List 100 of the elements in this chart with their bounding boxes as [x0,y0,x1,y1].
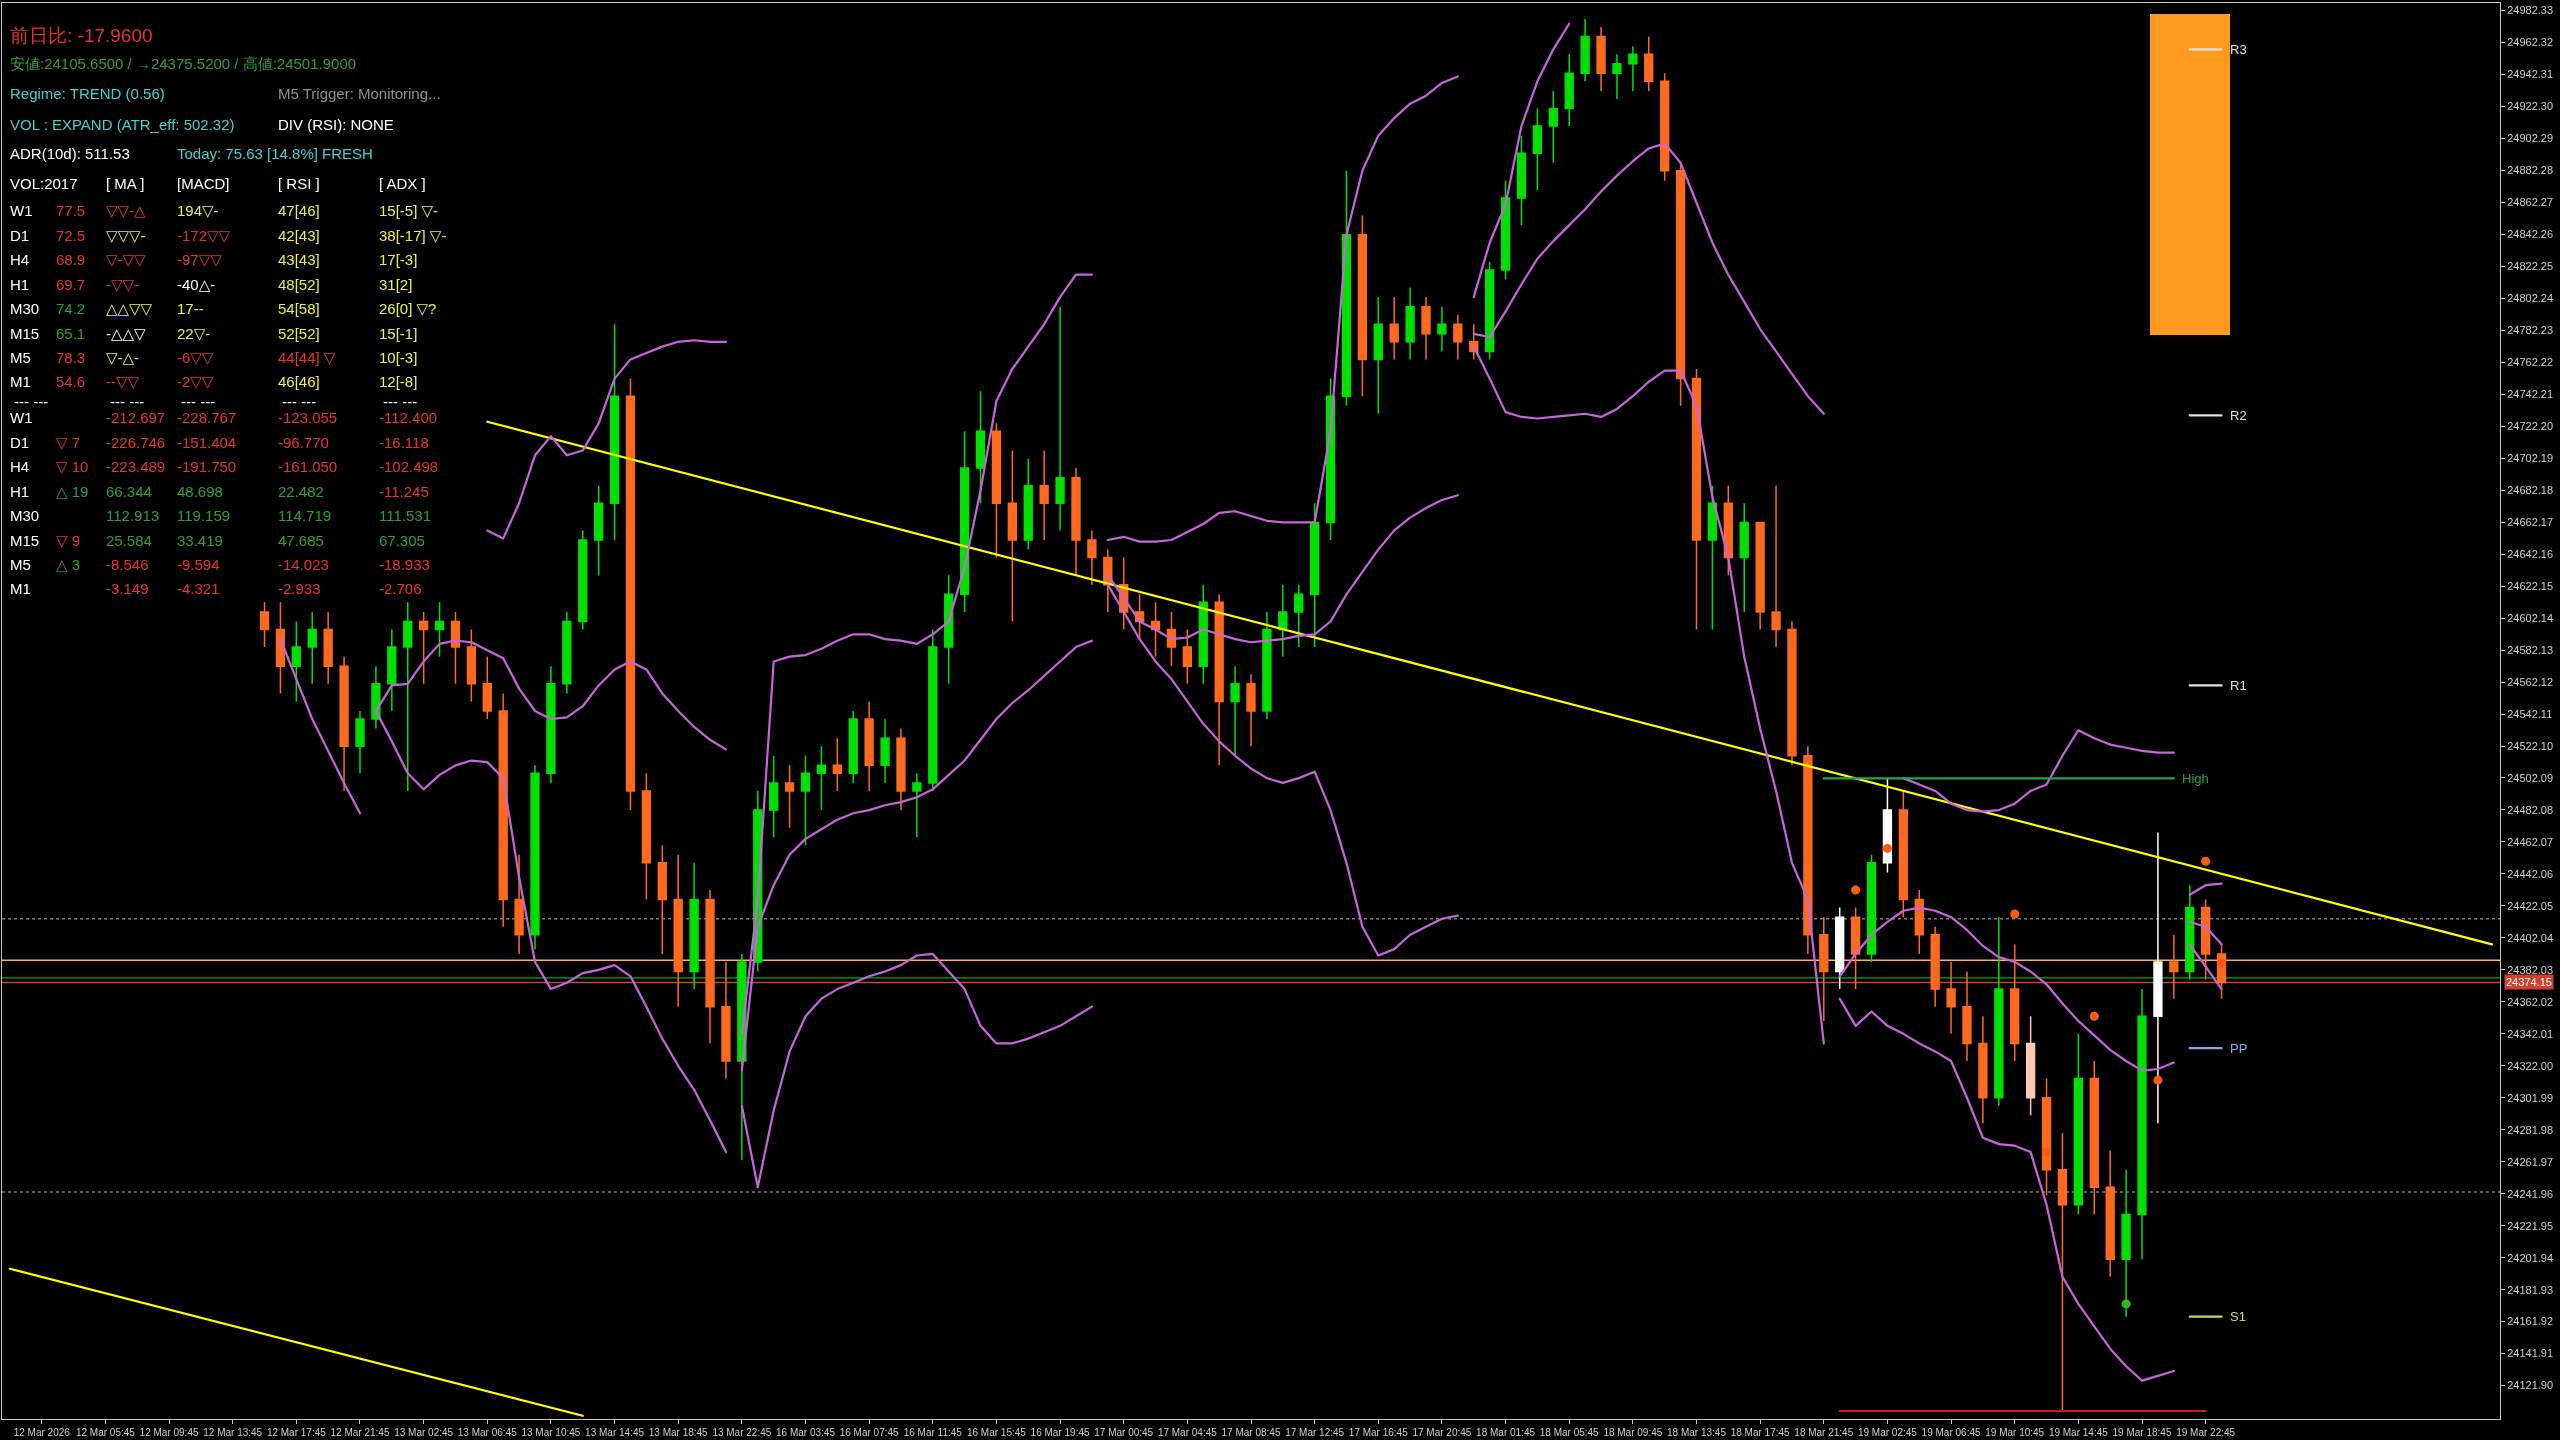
y-tick-label: 24902.29 [2507,132,2554,145]
x-tick-label: 16 Mar 11:45 [903,1427,963,1438]
annotation: ▽▽-△ [106,202,147,219]
annotation: ▽ 9 [56,532,81,549]
annotation: 17[-3] [379,251,418,268]
annotation: [MACD] [177,175,230,192]
y-tick-label: 24522.10 [2507,739,2554,752]
annotation: -8.546 [106,556,149,573]
annotation: M5 [10,349,31,366]
annotation: H4 [10,251,30,268]
annotation: 22.482 [278,483,324,500]
annotation: [ ADX ] [379,175,426,192]
y-tick-label: 24622.15 [2507,579,2554,592]
annotation: △△▽▽ [106,300,153,317]
x-tick-label: 18 Mar 21:45 [1794,1427,1854,1438]
annotation: 48[52] [278,276,320,293]
annotation: -172▽▽ [177,227,231,244]
y-tick-label: 24482.08 [2507,803,2554,816]
annotation: 72.5 [56,227,86,244]
annotation: 46[46] [278,373,320,390]
annotation: -2.706 [379,580,422,597]
y-tick-label: 24362.02 [2507,995,2554,1008]
x-tick-label: 19 Mar 22:45 [2176,1427,2236,1438]
y-tick-label: 24322.00 [2507,1059,2554,1072]
annotation: 43[43] [278,251,320,268]
y-tick-label: 24442.06 [2507,867,2554,880]
y-tick-label: 24682.18 [2507,484,2554,497]
annotation: 42[43] [278,227,320,244]
annotation: -6▽▽ [177,349,214,366]
annotation: -96.770 [278,434,329,451]
annotation: 47[46] [278,202,320,219]
annotation: M15 [10,325,40,342]
x-tick-label: 12 Mar 17:45 [266,1427,327,1438]
y-tick-label: 24822.25 [2507,260,2554,273]
x-tick-label: 13 Mar 18:45 [648,1427,709,1438]
annotation: -97▽▽ [177,251,223,268]
y-tick-label: 24422.05 [2507,899,2554,912]
annotation: 78.3 [56,349,86,366]
annotation: 68.9 [56,251,86,268]
x-tick-label: 17 Mar 12:45 [1285,1427,1345,1438]
y-tick-label: 24121.90 [2507,1379,2554,1392]
annotation: [ RSI ] [278,175,320,192]
y-tick-label: 24342.01 [2507,1027,2554,1040]
annotation: -161.050 [278,458,338,475]
y-tick-label: 24782.23 [2507,324,2554,337]
annotation: -151.404 [177,434,237,451]
y-tick-label: 24642.16 [2507,547,2554,560]
x-tick-label: 18 Mar 17:45 [1730,1427,1791,1438]
y-tick-label: 24862.27 [2507,196,2554,209]
annotation: ADR(10d): 511.53 [10,145,130,162]
annotation: -212.697 [106,409,166,426]
annotation: 112.913 [106,507,160,524]
series-label: R1 [2230,678,2247,693]
annotation: 54[58] [278,300,320,317]
annotation: -11.245 [379,483,429,500]
y-tick-label: 24382.03 [2507,963,2554,976]
y-tick-label: 24402.04 [2507,931,2554,944]
x-tick-label: 19 Mar 18:45 [2112,1427,2172,1438]
y-tick-label: 24261.97 [2507,1155,2554,1168]
y-tick-label: 24301.99 [2507,1091,2554,1104]
annotation: 44[44] ▽ [278,349,336,366]
x-tick-label: 16 Mar 03:45 [776,1427,836,1438]
annotation: 111.531 [379,507,431,524]
annotation: --- --- [110,393,145,410]
x-tick-label: 12 Mar 09:45 [139,1427,199,1438]
x-tick-label: 18 Mar 13:45 [1667,1427,1727,1438]
y-tick-label: 24241.96 [2507,1187,2554,1200]
annotation: --▽▽ [106,373,140,390]
x-tick-label: 18 Mar 09:45 [1603,1427,1663,1438]
x-tick-label: 17 Mar 04:45 [1157,1427,1218,1438]
x-tick-label: 19 Mar 14:45 [2048,1427,2109,1438]
y-tick-label: 24702.19 [2507,452,2554,465]
annotation: -▽▽- [106,276,140,293]
annotation: 114.719 [278,507,332,524]
annotation: 65.1 [56,325,86,342]
annotation: Regime: TREND (0.56) [10,85,165,102]
x-tick-label: 13 Mar 06:45 [457,1427,518,1438]
series-label: High [2182,771,2209,786]
y-tick-label: 24221.95 [2507,1219,2554,1232]
annotation: 74.2 [56,300,86,317]
y-tick-label: 24662.17 [2507,515,2554,528]
x-tick-label: 13 Mar 22:45 [712,1427,772,1438]
x-tick-label: 17 Mar 16:45 [1348,1427,1409,1438]
annotation: VOL : EXPAND (ATR_eff: 502.32) [10,116,235,133]
annotation: 安値:24105.6500 / →24375.5200 / 高値:24501.9000 [10,55,357,72]
annotation: -191.750 [177,458,237,475]
annotation: 38[-17] ▽- [379,227,447,244]
series-label: R3 [2230,42,2247,57]
annotation: H1 [10,483,30,500]
annotation: H4 [10,458,30,475]
annotation: [ MA ] [106,175,145,192]
y-tick-label: 24281.98 [2507,1123,2554,1136]
y-tick-label: 24962.32 [2507,36,2554,49]
y-tick-label: 24722.20 [2507,420,2554,433]
annotation: M1 [10,580,31,597]
annotation: M30 [10,300,40,317]
y-tick-label: 24882.28 [2507,164,2554,177]
annotation: 119.159 [177,507,231,524]
annotation: M30 [10,507,40,524]
annotation: 17-- [177,300,204,317]
